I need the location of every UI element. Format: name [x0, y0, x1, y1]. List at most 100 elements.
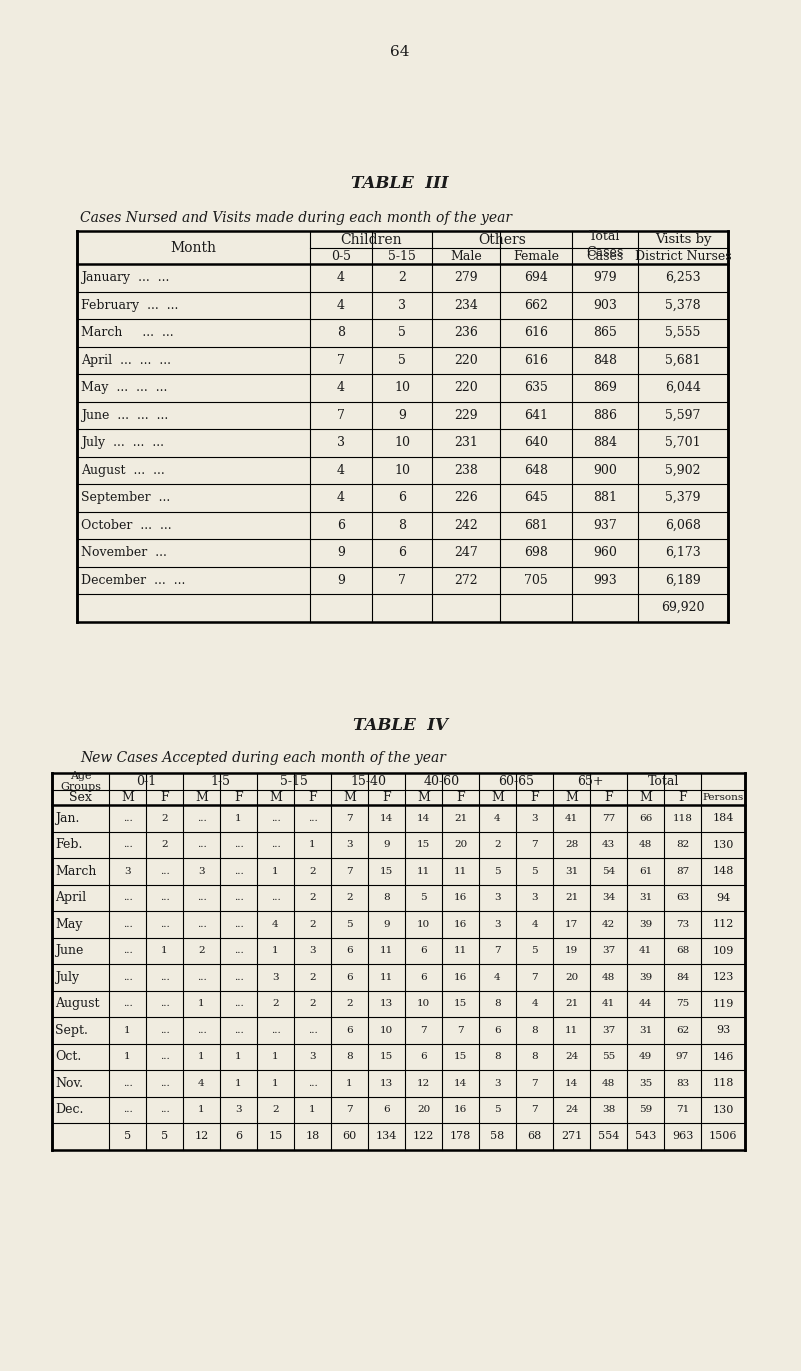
Text: 641: 641 [524, 409, 548, 422]
Text: February  ...  ...: February ... ... [81, 299, 179, 311]
Text: June  ...  ...  ...: June ... ... ... [81, 409, 168, 422]
Text: 9: 9 [383, 840, 390, 849]
Text: Month: Month [171, 240, 216, 255]
Text: TABLE  III: TABLE III [352, 174, 449, 192]
Text: M: M [639, 791, 652, 803]
Text: 993: 993 [593, 573, 617, 587]
Text: Cases Nursed and Visits made during each month of the year: Cases Nursed and Visits made during each… [80, 211, 512, 225]
Text: 6: 6 [421, 1053, 427, 1061]
Text: 900: 900 [593, 463, 617, 477]
Text: ...: ... [234, 840, 244, 849]
Text: 63: 63 [676, 894, 689, 902]
Text: 44: 44 [639, 999, 652, 1008]
Text: 1: 1 [272, 1053, 279, 1061]
Text: 6: 6 [494, 1026, 501, 1035]
Text: F: F [308, 791, 317, 803]
Text: 68: 68 [527, 1131, 541, 1141]
Text: 1: 1 [124, 1053, 131, 1061]
Text: 20: 20 [454, 840, 467, 849]
Text: April: April [55, 891, 87, 905]
Text: ...: ... [234, 999, 244, 1008]
Text: 2: 2 [272, 1105, 279, 1115]
Text: 242: 242 [454, 518, 478, 532]
Text: ...: ... [159, 894, 169, 902]
Text: 635: 635 [524, 381, 548, 395]
Text: 5-15: 5-15 [280, 775, 308, 788]
Text: 7: 7 [531, 840, 537, 849]
Text: 39: 39 [639, 920, 652, 928]
Text: Others: Others [478, 233, 526, 247]
Text: 963: 963 [672, 1131, 693, 1141]
Text: 645: 645 [524, 491, 548, 505]
Text: 146: 146 [712, 1052, 734, 1061]
Text: ...: ... [123, 973, 132, 982]
Text: 13: 13 [380, 1079, 393, 1087]
Text: 8: 8 [337, 326, 345, 339]
Text: 3: 3 [198, 866, 205, 876]
Text: 1: 1 [346, 1079, 352, 1087]
Text: 11: 11 [565, 1026, 578, 1035]
Text: F: F [530, 791, 539, 803]
Text: M: M [195, 791, 208, 803]
Text: 4: 4 [337, 271, 345, 284]
Text: 2: 2 [309, 999, 316, 1008]
Text: 77: 77 [602, 814, 615, 823]
Text: New Cases Accepted during each month of the year: New Cases Accepted during each month of … [80, 751, 446, 765]
Text: 6: 6 [398, 491, 406, 505]
Text: 15: 15 [417, 840, 430, 849]
Text: 20: 20 [417, 1105, 430, 1115]
Text: 6: 6 [346, 1026, 352, 1035]
Text: ...: ... [196, 894, 207, 902]
Text: F: F [382, 791, 391, 803]
Text: 65+: 65+ [577, 775, 603, 788]
Text: ...: ... [196, 814, 207, 823]
Text: 1-5: 1-5 [210, 775, 230, 788]
Text: 7: 7 [421, 1026, 427, 1035]
Text: 3: 3 [398, 299, 406, 311]
Text: 64: 64 [390, 45, 410, 59]
Text: 2: 2 [309, 973, 316, 982]
Text: 68: 68 [676, 946, 689, 956]
Text: 16: 16 [454, 973, 467, 982]
Text: 20: 20 [565, 973, 578, 982]
Text: 15: 15 [454, 1053, 467, 1061]
Text: January  ...  ...: January ... ... [81, 271, 169, 284]
Text: 17: 17 [565, 920, 578, 928]
Text: 238: 238 [454, 463, 478, 477]
Text: 937: 937 [593, 518, 617, 532]
Text: 5,378: 5,378 [665, 299, 701, 311]
Text: 16: 16 [454, 920, 467, 928]
Text: M: M [417, 791, 430, 803]
Text: 6: 6 [346, 973, 352, 982]
Text: 220: 220 [454, 381, 478, 395]
Text: 83: 83 [676, 1079, 689, 1087]
Text: 1: 1 [161, 946, 168, 956]
Text: 54: 54 [602, 866, 615, 876]
Text: 10: 10 [380, 1026, 393, 1035]
Text: ...: ... [271, 894, 280, 902]
Text: 93: 93 [716, 1026, 731, 1035]
Text: ...: ... [234, 866, 244, 876]
Text: 1: 1 [235, 814, 242, 823]
Text: 8: 8 [531, 1026, 537, 1035]
Text: May  ...  ...  ...: May ... ... ... [81, 381, 167, 395]
Text: 119: 119 [712, 998, 734, 1009]
Text: 616: 616 [524, 354, 548, 367]
Text: 2: 2 [346, 894, 352, 902]
Text: 8: 8 [383, 894, 390, 902]
Text: 6,044: 6,044 [665, 381, 701, 395]
Text: 554: 554 [598, 1131, 619, 1141]
Text: 5: 5 [398, 326, 406, 339]
Text: 48: 48 [639, 840, 652, 849]
Text: 6: 6 [337, 518, 345, 532]
Text: 109: 109 [712, 946, 734, 956]
Text: 5: 5 [161, 1131, 168, 1141]
Text: ...: ... [159, 866, 169, 876]
Text: 247: 247 [454, 546, 478, 559]
Text: M: M [121, 791, 134, 803]
Text: ...: ... [308, 1079, 317, 1087]
Text: 3: 3 [494, 920, 501, 928]
Text: 24: 24 [565, 1105, 578, 1115]
Text: 865: 865 [593, 326, 617, 339]
Text: 7: 7 [531, 1105, 537, 1115]
